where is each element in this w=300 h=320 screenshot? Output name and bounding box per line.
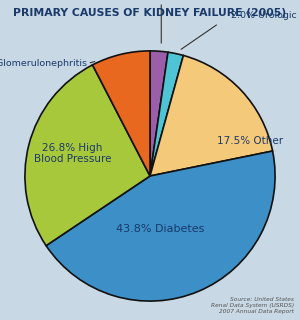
Wedge shape <box>46 151 275 301</box>
Text: Source: United States
Renal Data System (USRDS)
2007 Annual Data Report: Source: United States Renal Data System … <box>211 297 294 314</box>
Wedge shape <box>150 55 273 176</box>
Text: 26.8% High
Blood Pressure: 26.8% High Blood Pressure <box>34 143 111 164</box>
Text: 2.0% Urologic Diseases: 2.0% Urologic Diseases <box>231 12 300 20</box>
Text: PRIMARY CAUSES OF KIDNEY FAILURE (2005): PRIMARY CAUSES OF KIDNEY FAILURE (2005) <box>14 8 286 18</box>
Text: 7.6% Glomerulonephritis: 7.6% Glomerulonephritis <box>0 59 88 68</box>
Text: 43.8% Diabetes: 43.8% Diabetes <box>116 224 204 234</box>
Wedge shape <box>92 51 150 176</box>
Wedge shape <box>25 65 150 246</box>
Wedge shape <box>150 51 168 176</box>
Text: 17.5% Other: 17.5% Other <box>217 136 283 146</box>
Wedge shape <box>150 52 183 176</box>
